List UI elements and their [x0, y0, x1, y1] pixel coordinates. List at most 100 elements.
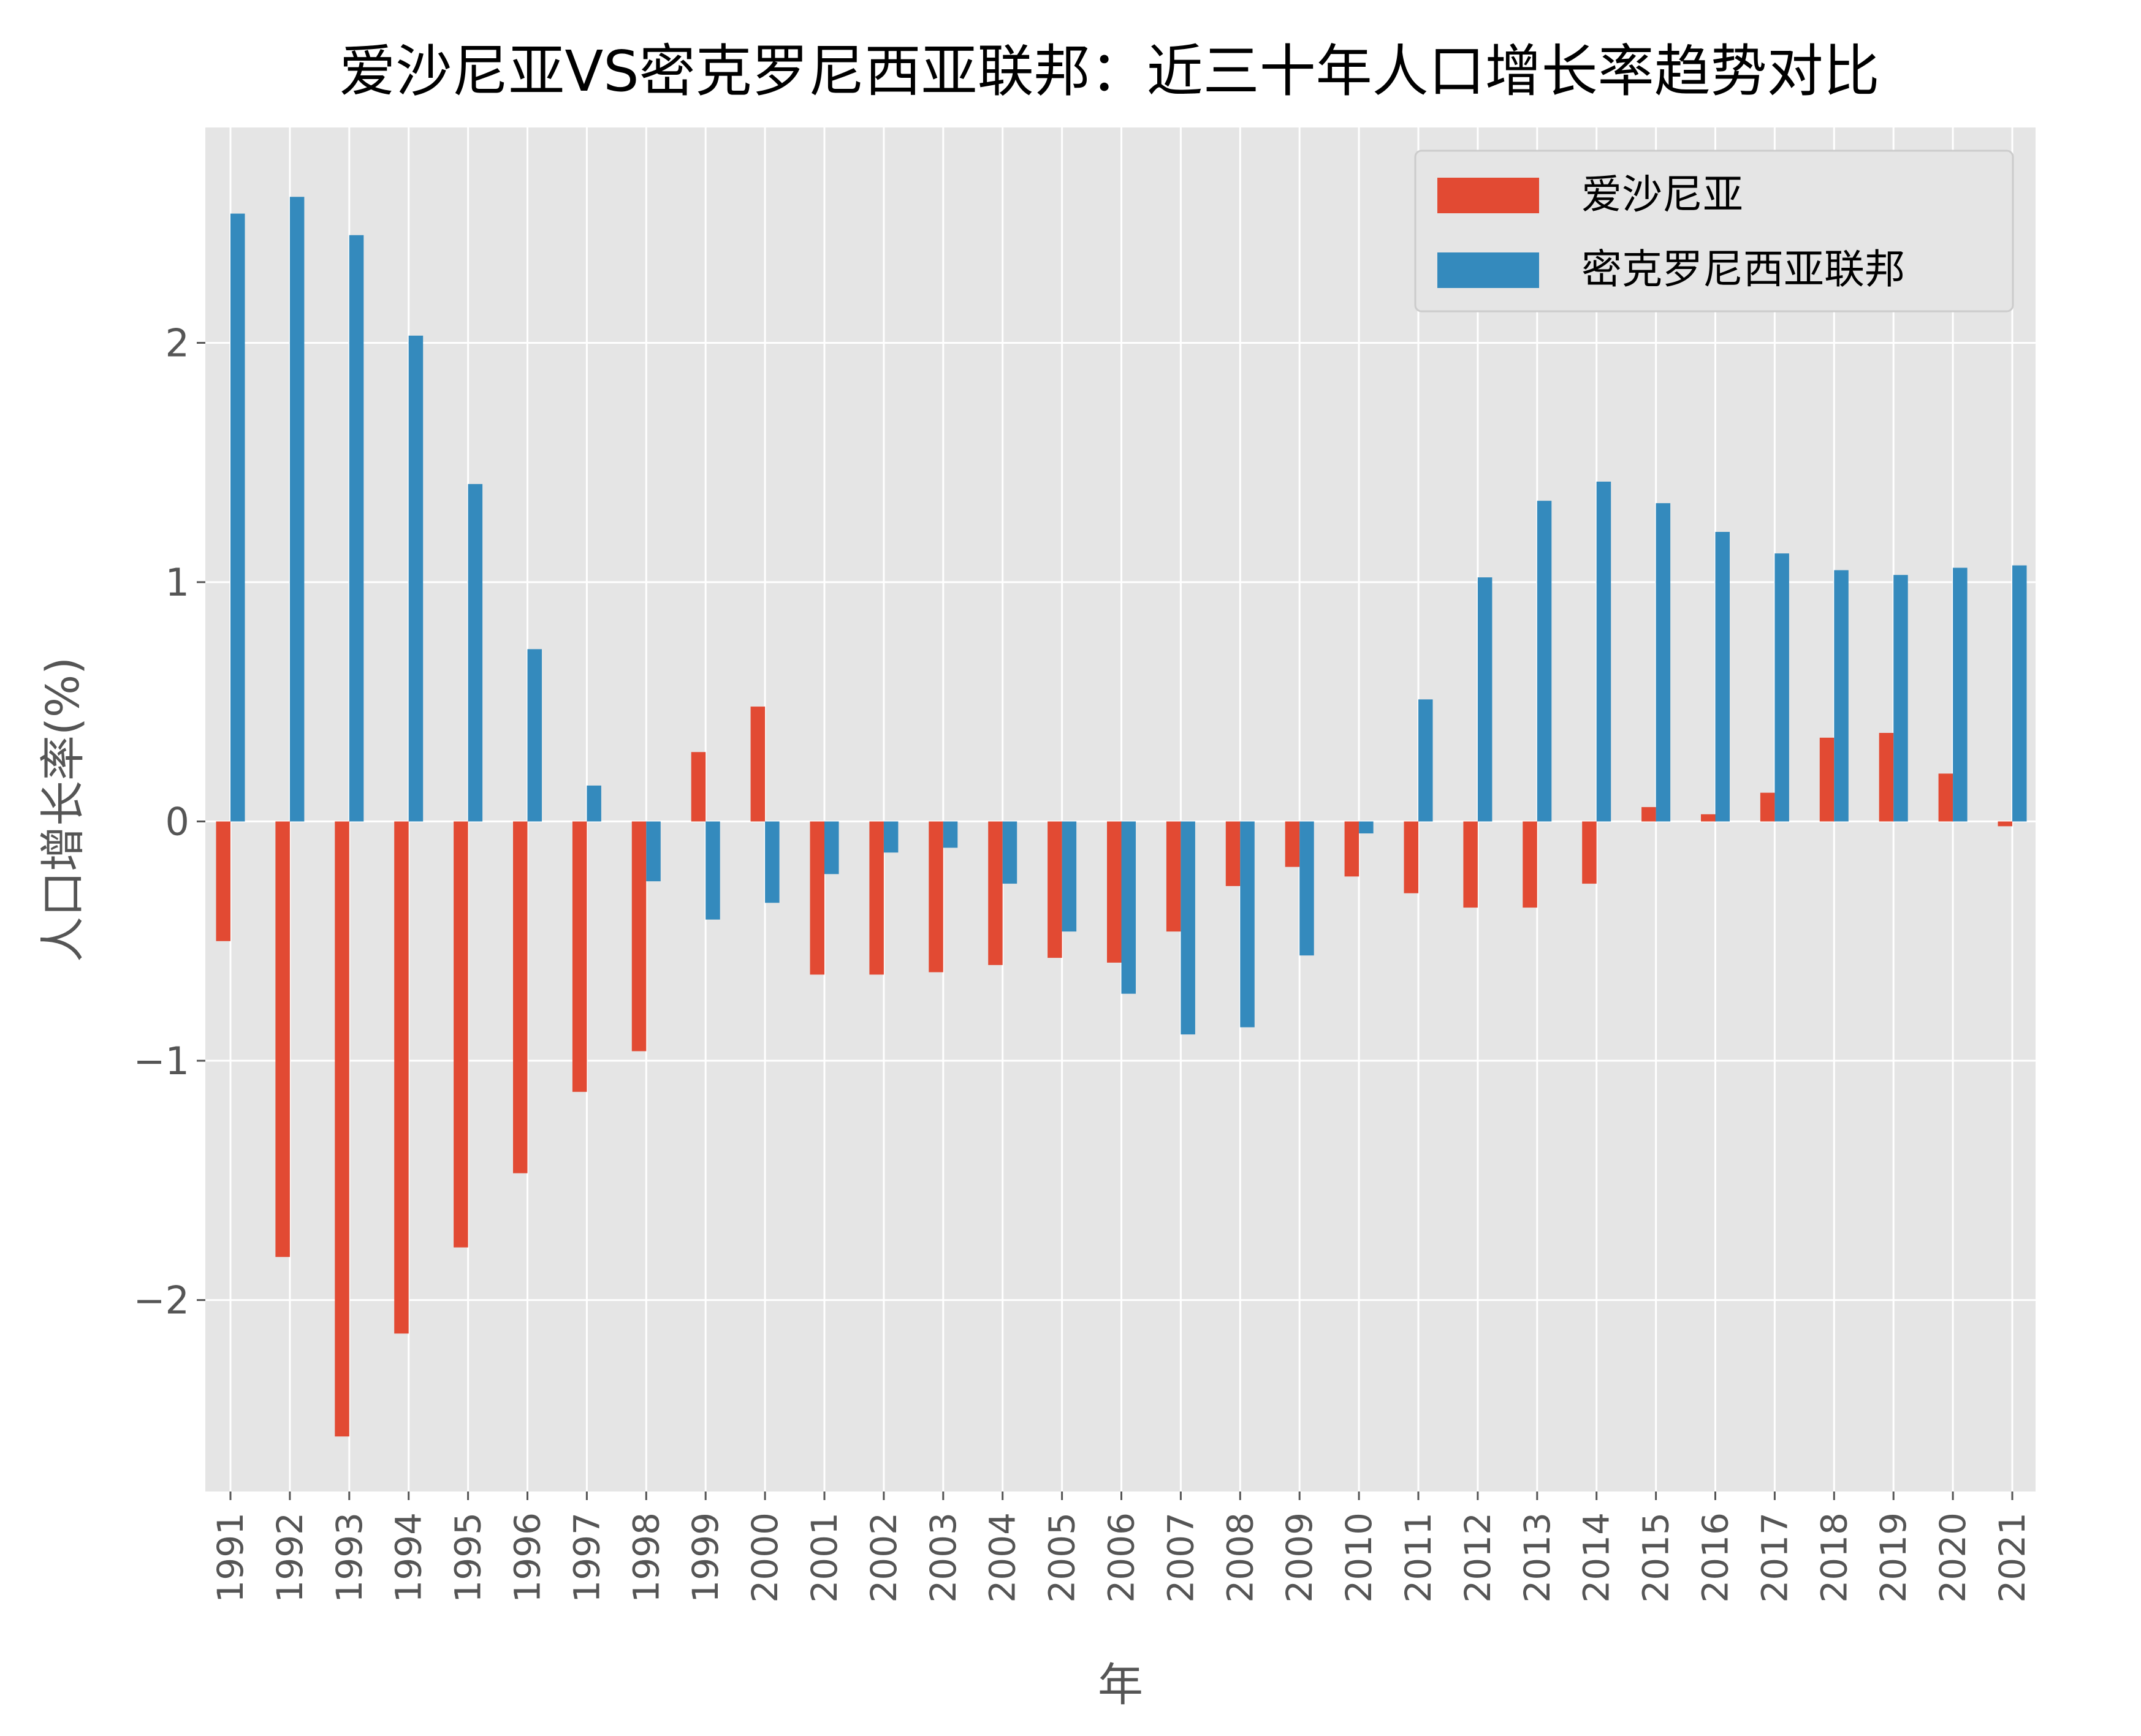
- bar-estonia-2006: [1107, 821, 1122, 963]
- bar-micronesia-1993: [349, 235, 364, 822]
- bar-micronesia-2019: [1893, 575, 1908, 822]
- legend-label-micronesia: 密克罗尼西亚联邦: [1581, 246, 1905, 293]
- bar-estonia-2021: [1998, 821, 2012, 827]
- x-axis-ticks: 1991 1992 1993 1994 1995 1996 1997 1998 1999 2000…: [210, 1492, 2033, 1603]
- bar-micronesia-2017: [1774, 553, 1789, 822]
- x-tick-label: 2007: [1160, 1512, 1201, 1603]
- bar-estonia-1993: [335, 821, 349, 1437]
- x-tick-label: 2016: [1695, 1512, 1736, 1603]
- y-tick-label: −2: [134, 1278, 189, 1323]
- x-tick-label: 1994: [388, 1512, 430, 1603]
- bar-micronesia-1994: [408, 335, 424, 822]
- bar-micronesia-2006: [1121, 821, 1136, 994]
- x-tick-label: 2001: [804, 1512, 845, 1603]
- bar-micronesia-2010: [1359, 821, 1374, 834]
- bar-micronesia-2016: [1715, 531, 1730, 822]
- bar-estonia-2005: [1048, 821, 1062, 958]
- bar-estonia-2004: [988, 821, 1003, 965]
- bar-micronesia-2013: [1537, 501, 1552, 822]
- x-tick-label: 2014: [1576, 1512, 1618, 1603]
- bar-estonia-2018: [1819, 737, 1835, 822]
- bar-micronesia-2015: [1656, 503, 1671, 822]
- bar-estonia-2013: [1523, 821, 1537, 908]
- bar-estonia-2014: [1582, 821, 1597, 884]
- legend-box: [1414, 150, 2014, 313]
- bar-estonia-2009: [1285, 821, 1300, 867]
- bar-micronesia-1997: [587, 785, 601, 822]
- bar-estonia-2008: [1225, 821, 1241, 886]
- x-tick-label: 2021: [1991, 1512, 2033, 1603]
- bar-estonia-1999: [691, 752, 706, 822]
- bar-micronesia-2003: [943, 821, 958, 848]
- bar-estonia-2003: [929, 821, 943, 972]
- bar-micronesia-1996: [527, 649, 542, 822]
- x-tick-label: 1995: [447, 1512, 489, 1603]
- bar-estonia-2012: [1463, 821, 1478, 908]
- bar-micronesia-2001: [824, 821, 839, 874]
- x-tick-label: 2018: [1813, 1512, 1855, 1603]
- bar-marks: [216, 197, 2027, 1437]
- bar-estonia-2001: [810, 821, 824, 975]
- bar-micronesia-2004: [1002, 821, 1017, 884]
- x-tick-label: 2017: [1754, 1512, 1795, 1603]
- legend: 爱沙尼亚 密克罗尼西亚联邦: [1414, 150, 2014, 313]
- bar-estonia-1992: [275, 821, 290, 1257]
- x-tick-label: 1993: [329, 1512, 370, 1603]
- bar-micronesia-2012: [1477, 577, 1493, 822]
- x-tick-label: 2004: [982, 1512, 1024, 1603]
- bar-micronesia-2000: [765, 821, 780, 903]
- bar-micronesia-2005: [1062, 821, 1077, 932]
- x-tick-label: 2013: [1516, 1512, 1558, 1603]
- x-tick-label: 1996: [507, 1512, 549, 1603]
- x-tick-label: 1992: [269, 1512, 311, 1603]
- bar-estonia-1991: [216, 821, 230, 941]
- y-tick-label: 2: [165, 320, 189, 365]
- legend-swatch-estonia: [1437, 178, 1539, 213]
- bar-micronesia-1998: [646, 821, 661, 882]
- bar-estonia-2002: [869, 821, 884, 975]
- x-tick-label: 2005: [1041, 1512, 1083, 1603]
- bar-micronesia-2011: [1418, 699, 1433, 822]
- x-tick-label: 1998: [625, 1512, 667, 1603]
- bar-micronesia-2007: [1181, 821, 1195, 1035]
- bar-estonia-2016: [1701, 814, 1716, 822]
- bar-estonia-2015: [1641, 807, 1656, 822]
- bar-estonia-1995: [454, 821, 468, 1248]
- x-tick-label: 1999: [685, 1512, 726, 1603]
- bar-estonia-2010: [1344, 821, 1360, 877]
- bar-estonia-2017: [1760, 792, 1775, 822]
- bar-micronesia-2014: [1596, 481, 1611, 822]
- bar-micronesia-2018: [1834, 570, 1849, 822]
- bar-micronesia-2009: [1299, 821, 1314, 956]
- x-tick-label: 2000: [744, 1512, 786, 1603]
- bar-micronesia-1995: [468, 483, 483, 822]
- bar-estonia-1997: [572, 821, 587, 1092]
- x-axis-label: 年: [1098, 1659, 1143, 1711]
- bar-estonia-1998: [631, 821, 647, 1052]
- x-tick-label: 2006: [1101, 1512, 1143, 1603]
- x-tick-label: 2011: [1398, 1512, 1439, 1603]
- y-axis-ticks: −2 −1 0 1 2: [134, 320, 205, 1323]
- bar-estonia-1994: [394, 821, 409, 1334]
- bar-micronesia-1999: [705, 821, 720, 920]
- bar-estonia-1996: [513, 821, 528, 1173]
- bar-estonia-2000: [750, 707, 766, 822]
- x-tick-label: 2015: [1635, 1512, 1677, 1603]
- x-tick-label: 2009: [1279, 1512, 1320, 1603]
- y-tick-label: −1: [134, 1039, 189, 1083]
- x-tick-label: 2020: [1932, 1512, 1974, 1603]
- legend-label-estonia: 爱沙尼亚: [1581, 171, 1743, 218]
- y-tick-label: 0: [165, 800, 189, 844]
- x-tick-label: 1991: [210, 1512, 251, 1603]
- legend-swatch-micronesia: [1437, 252, 1539, 288]
- bar-estonia-2019: [1879, 733, 1894, 822]
- bar-micronesia-2021: [2012, 565, 2027, 822]
- y-axis-label: 人口增长率(%): [37, 657, 89, 962]
- chart-title: 爱沙尼亚VS密克罗尼西亚联邦：近三十年人口增长率趋势对比: [339, 39, 1879, 104]
- x-tick-label: 1997: [566, 1512, 607, 1603]
- x-tick-label: 2012: [1457, 1512, 1499, 1603]
- bar-micronesia-2020: [1953, 567, 1968, 822]
- bar-estonia-2011: [1404, 821, 1418, 893]
- bar-micronesia-1992: [289, 197, 305, 822]
